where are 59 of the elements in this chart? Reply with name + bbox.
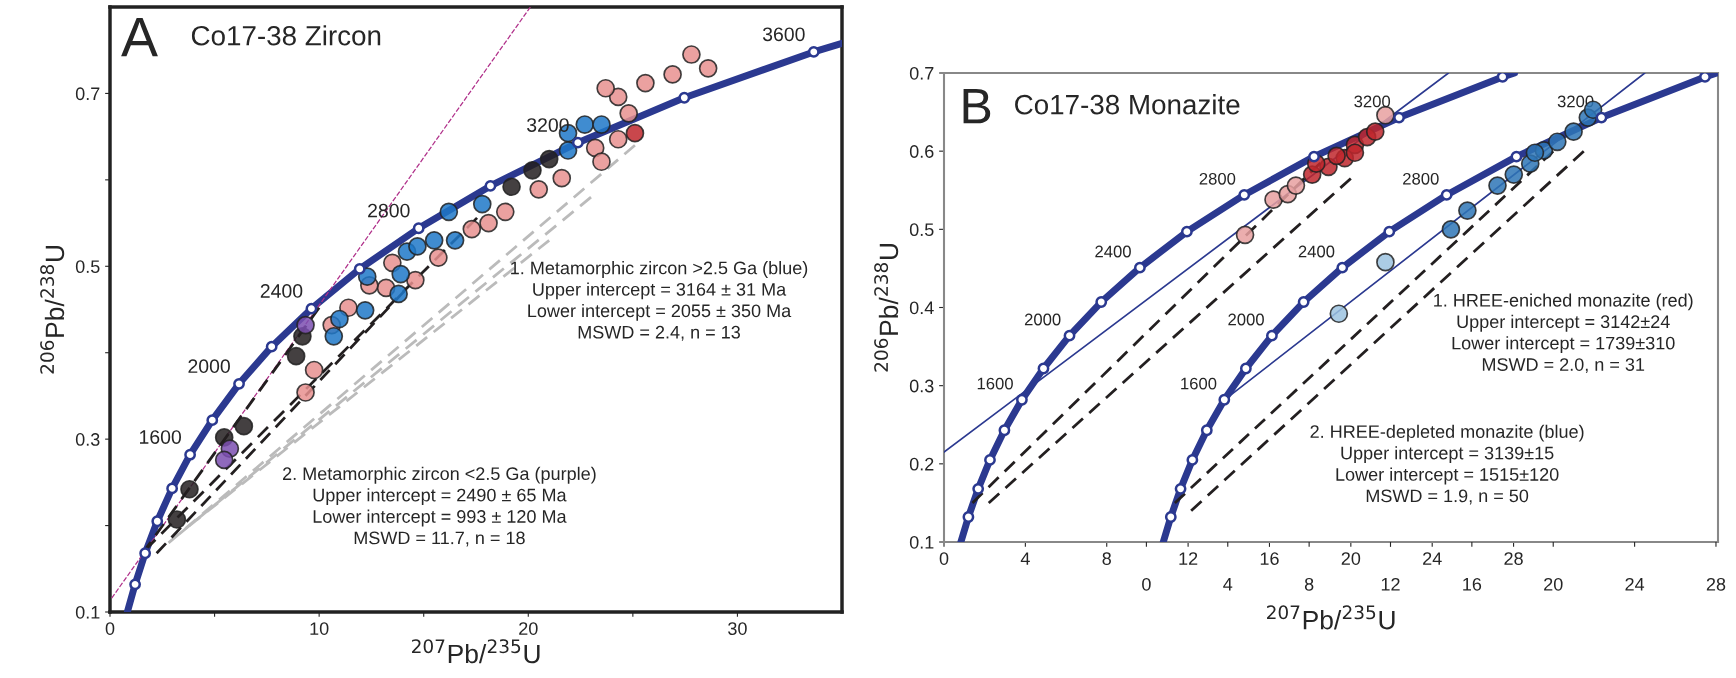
x-tick-label: 28 — [1504, 552, 1523, 565]
annotation: 2000 — [188, 359, 230, 374]
y-axis-title: $^{206}$Pb/$^{238}$U — [40, 245, 65, 374]
y-tick-label: 0.7 — [909, 66, 934, 80]
annotation: 2000 — [1228, 313, 1264, 326]
annotation: 2400 — [260, 284, 303, 298]
text: Co17-38 Monazite — [1015, 94, 1240, 115]
annotation: 2400 — [1298, 245, 1335, 258]
x-tick-label: 0 — [105, 622, 115, 635]
annotation: 3600 — [762, 27, 805, 42]
annotation: 2800 — [368, 203, 410, 218]
annotation: 1. HREE-eniched monazite (red) Upper intercept = 3142±24 Lower intercept = 1739±310 MSWD = 2.0, n = 31 — [1434, 293, 1693, 374]
x-tick-label: 10 — [310, 622, 329, 635]
annotation: 2400 — [1095, 245, 1131, 258]
annotation: 2. Metamorphic zircon <2.5 Ga (purple) Upper intercept = 2490 ± 65 Ma Lower intercept = 993 ± 120 Ma MSWD = 11.7, n = 18 — [283, 466, 596, 547]
y-tick-label: 0.1 — [909, 535, 934, 549]
x2-tick-label: 0 — [1142, 577, 1151, 591]
y-tick-label: 0.3 — [75, 433, 100, 446]
x-tick-label: 20 — [519, 622, 538, 635]
y-tick-label: 0.6 — [909, 145, 934, 158]
x-tick-label: 8 — [1102, 552, 1111, 565]
x-tick-label: 4 — [1020, 552, 1030, 565]
annotation: 2800 — [1199, 172, 1236, 185]
y-tick-label: 0.2 — [909, 457, 934, 471]
y-tick-label: 0.3 — [909, 379, 934, 393]
annotation: 3200 — [527, 118, 569, 132]
annotation: A — [121, 18, 158, 57]
annotation: 2. HREE-depleted monazite (blue) Upper intercept = 3139±15 Lower intercept = 1515±120 MSWD = 1.9, n = 50 — [1310, 424, 1584, 505]
x-axis-title: $^{207}$Pb/$^{235}$U — [1267, 605, 1395, 630]
x-tick-label: 24 — [1423, 552, 1442, 565]
annotation: 1. Metamorphic zircon >2.5 Ga (blue) Upper intercept = 3164 ± 31 Ma Lower intercept = 2055 ± 350 Ma MSWD = 2.4, n = 13 — [511, 261, 808, 341]
x-tick-label: 30 — [728, 622, 747, 635]
annotation: 1600 — [977, 377, 1013, 390]
x2-tick-label: 16 — [1463, 577, 1482, 591]
x-tick-label: 12 — [1179, 552, 1198, 565]
x2-tick-label: 28 — [1706, 577, 1726, 591]
y-axis-title: $^{206}$Pb/$^{238}$U — [874, 243, 899, 372]
y-tick-label: 0.5 — [909, 223, 934, 237]
annotation: 1600 — [140, 430, 182, 444]
y-tick-label: 0.5 — [75, 260, 100, 274]
annotation: 2800 — [1403, 172, 1439, 185]
annotation: 2000 — [1024, 313, 1061, 326]
x-axis-title: $^{207}$Pb/$^{235}$U — [412, 639, 540, 664]
x-tick-label: 20 — [1341, 552, 1361, 565]
x-tick-label: 16 — [1260, 552, 1279, 565]
x2-tick-label: 24 — [1625, 577, 1645, 591]
text: Co17-38 Zircon — [191, 25, 381, 46]
x2-tick-label: 8 — [1304, 577, 1314, 591]
y-tick-label: 0.1 — [75, 605, 100, 619]
y-tick-label: 0.4 — [909, 301, 934, 315]
x2-tick-label: 20 — [1544, 577, 1563, 591]
annotation: 1600 — [1181, 377, 1217, 390]
annotation: 3200 — [1354, 95, 1391, 108]
annotation: B — [963, 88, 991, 124]
y-tick-label: 0.7 — [75, 87, 100, 101]
annotation: 3200 — [1557, 95, 1594, 108]
x-tick-label: 0 — [939, 552, 949, 565]
x2-tick-label: 12 — [1381, 577, 1400, 591]
x2-tick-label: 4 — [1223, 578, 1233, 591]
